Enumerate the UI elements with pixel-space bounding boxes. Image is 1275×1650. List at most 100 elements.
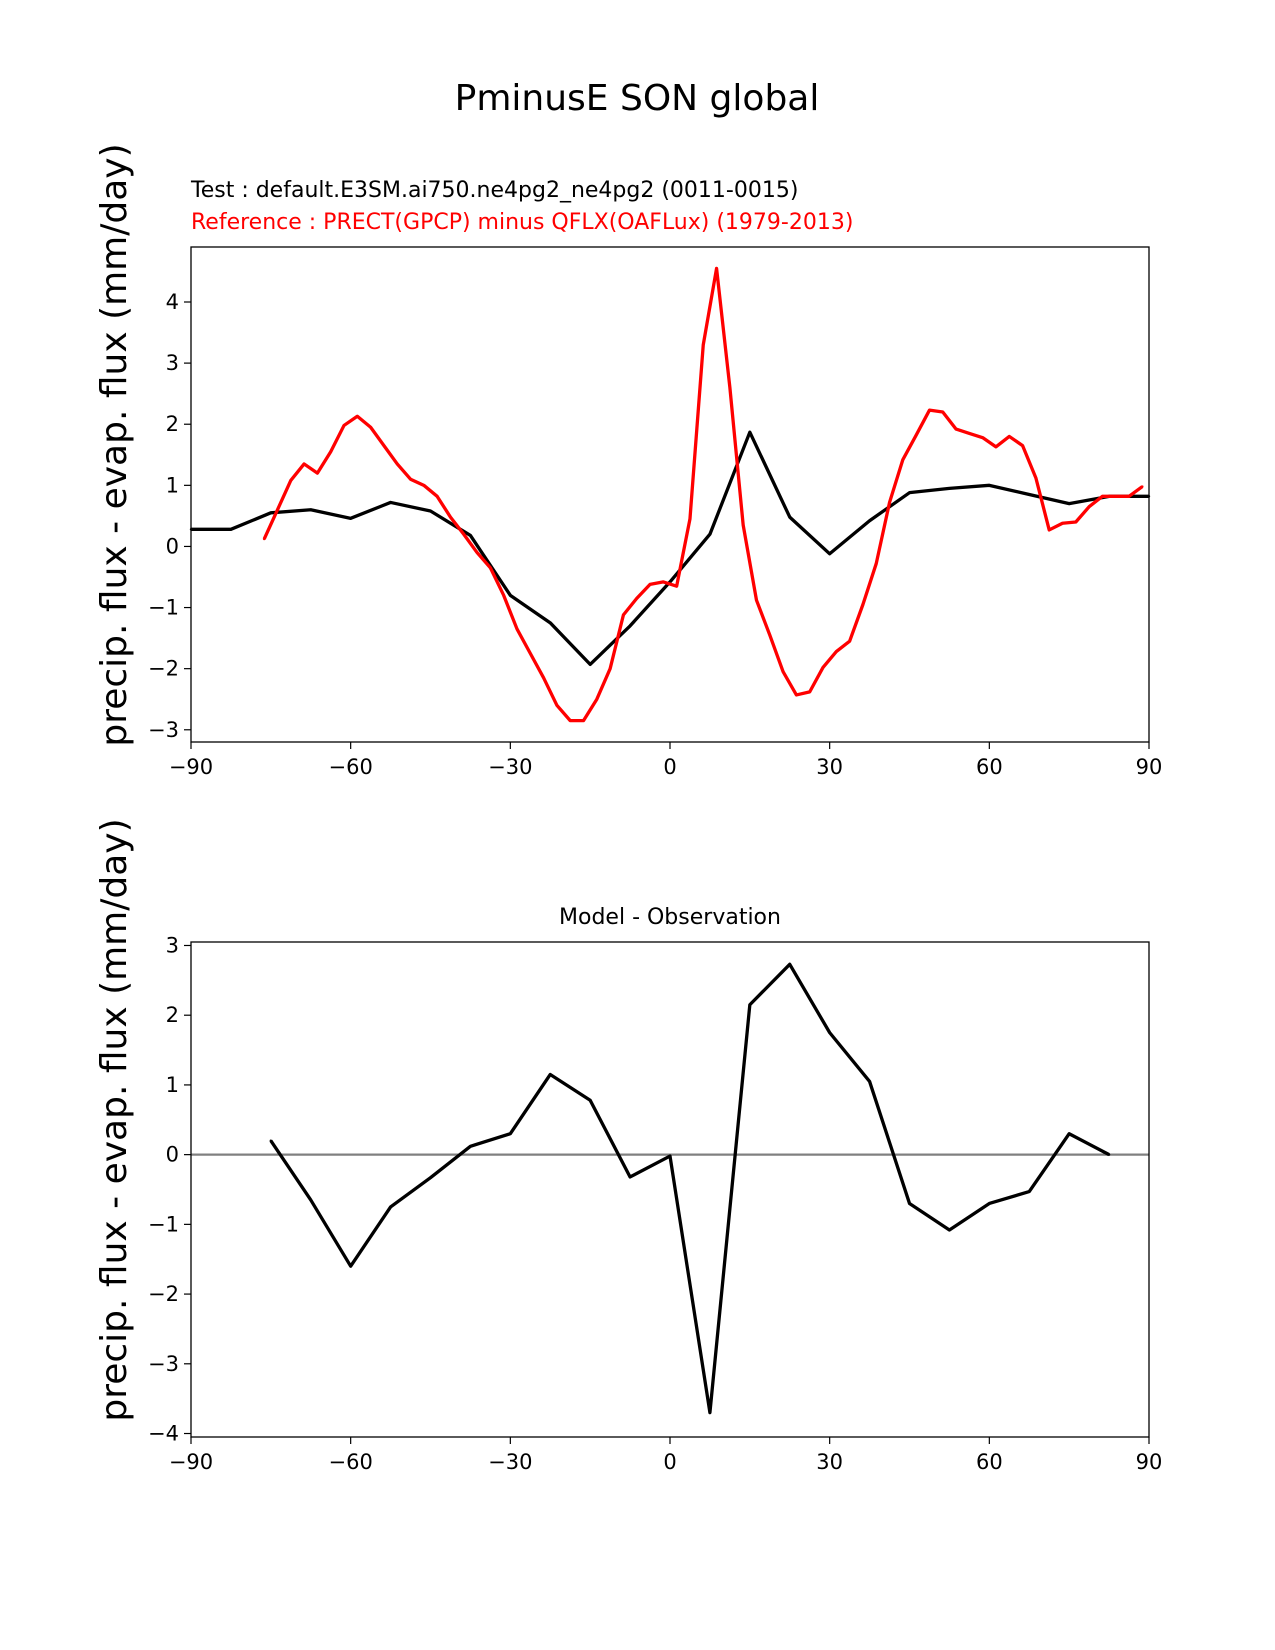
reference-data-point <box>529 652 532 655</box>
test-data-point <box>868 519 871 522</box>
reference-data-point <box>316 471 319 475</box>
reference-data-point <box>755 599 758 602</box>
diff-data-point <box>469 1145 472 1148</box>
test-data-point <box>229 528 233 531</box>
diff-data-point <box>389 1205 392 1209</box>
test-data-point <box>988 484 991 487</box>
diff-data-point <box>788 963 791 966</box>
reference-data-point <box>475 551 479 554</box>
test-data-point <box>309 508 312 511</box>
reference-data-point <box>1141 485 1144 488</box>
diff-data-point <box>988 1202 991 1205</box>
reference-data-point <box>489 566 492 570</box>
x-tick-label: −30 <box>488 1450 532 1474</box>
reference-data-point <box>662 580 665 584</box>
reference-data-point <box>582 719 585 722</box>
reference-data-point <box>1034 476 1038 480</box>
x-tick-label: 90 <box>1136 755 1163 779</box>
diff-data-point <box>1067 1132 1071 1135</box>
reference-data-point <box>276 508 279 511</box>
test-data-point <box>509 594 512 597</box>
reference-data-point <box>342 424 346 427</box>
reference-data-point <box>715 267 718 270</box>
reference-data-point <box>595 698 599 701</box>
test-series-line <box>191 430 1149 667</box>
reference-data-point <box>635 597 638 600</box>
reference-data-point <box>449 515 452 519</box>
test-data-point <box>1067 502 1071 505</box>
test-data-point <box>588 663 592 666</box>
reference-data-point <box>768 633 771 637</box>
reference-data-point <box>262 537 266 541</box>
top-panel: −90 −60 −30 0 30 60 90 −3 −2 −1 0 1 2 3 4 <box>148 246 1163 779</box>
reference-data-point <box>981 436 984 439</box>
diff-data-point <box>708 1411 712 1414</box>
reference-data-point <box>821 666 825 669</box>
test-label: Test : default.E3SM.ai750.ne4pg2_ne4pg2 … <box>190 178 798 203</box>
y-tick-label: 2 <box>166 1003 179 1027</box>
reference-data-point <box>901 458 905 461</box>
x-tick-label: −60 <box>329 1450 373 1474</box>
reference-data-point <box>941 410 944 414</box>
reference-data-point <box>422 484 426 487</box>
y-tick-label: −1 <box>148 596 179 620</box>
reference-data-point <box>1048 528 1051 532</box>
diff-series-line <box>269 962 1110 1415</box>
reference-data-point <box>555 704 559 707</box>
diff-data-point <box>429 1176 432 1179</box>
reference-data-point <box>302 462 306 466</box>
reference-data-point <box>1114 495 1117 498</box>
reference-data-point <box>622 613 625 617</box>
reference-data-point <box>356 415 359 418</box>
diff-data-point <box>948 1228 951 1232</box>
reference-data-point <box>968 432 971 435</box>
reference-data-point <box>795 693 798 697</box>
y-tick-label: −3 <box>148 1352 179 1376</box>
y-tick-label: 0 <box>166 1143 179 1167</box>
reference-data-point <box>1008 435 1011 438</box>
x-tick-label: −60 <box>329 755 373 779</box>
test-data-point <box>1028 493 1031 496</box>
y-tick-label: 3 <box>166 933 179 957</box>
y-tick-label: 1 <box>166 473 179 497</box>
test-data-point <box>429 509 432 513</box>
x-tick-label: 90 <box>1136 1450 1163 1474</box>
x-tick-label: 30 <box>816 755 843 779</box>
reference-data-point <box>728 386 732 389</box>
reference-data-point <box>542 676 545 680</box>
x-tick-label: −30 <box>488 755 532 779</box>
reference-data-point <box>1021 444 1024 447</box>
reference-data-point <box>1087 505 1091 508</box>
y-tick-label: 3 <box>166 351 179 375</box>
reference-data-point <box>928 408 931 412</box>
diff-data-point <box>1107 1153 1111 1156</box>
test-data-point <box>748 430 752 434</box>
reference-data-point <box>675 584 678 588</box>
reference-data-point <box>702 343 705 346</box>
reference-data-point <box>781 670 785 673</box>
diff-data-point <box>868 1080 871 1083</box>
bottom-panel-title: Model - Observation <box>559 905 781 930</box>
x-tick-label: 0 <box>663 755 676 779</box>
test-data-point <box>628 624 632 628</box>
reference-data-point <box>515 627 519 631</box>
y-tick-label: 1 <box>166 1073 179 1097</box>
y-tick-label: 0 <box>166 534 179 558</box>
reference-data-point <box>289 479 292 482</box>
test-data-point <box>788 515 791 519</box>
diff-data-point <box>349 1264 352 1268</box>
reference-series-line <box>262 266 1144 723</box>
bottom-panel: −90 −60 −30 0 30 60 90 −4 −3 −2 −1 0 1 2 3 <box>148 933 1162 1474</box>
y-tick-label: −2 <box>148 1282 179 1306</box>
diff-data-point <box>628 1175 632 1179</box>
reference-data-point <box>382 444 386 447</box>
plot-frame <box>190 941 1150 1438</box>
diff-data-point <box>588 1099 592 1102</box>
y-tick-label: −2 <box>148 657 179 681</box>
reference-data-point <box>848 639 851 643</box>
reference-data-point <box>1074 520 1078 524</box>
diff-data-point <box>309 1198 312 1202</box>
reference-data-point <box>875 562 878 565</box>
diff-data-point <box>908 1202 911 1205</box>
